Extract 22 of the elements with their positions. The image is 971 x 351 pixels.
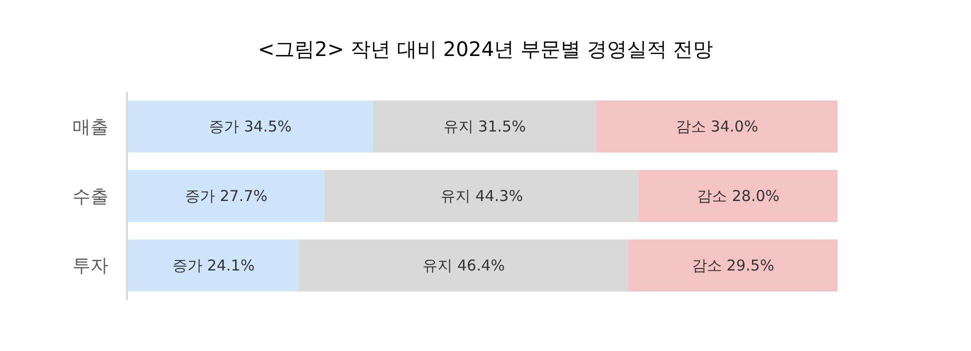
bar	[128, 239, 300, 292]
bar	[128, 170, 325, 222]
data-label: 감소 34.0%	[676, 118, 758, 136]
data-label: 증가 34.5%	[209, 118, 292, 136]
bar	[372, 100, 596, 153]
chart-title: <그림2> 작년 대비 2024년 부문별 경영실적 전망	[258, 37, 714, 62]
data-label: 감소 28.0%	[697, 187, 780, 205]
bar	[324, 170, 639, 222]
y-tick-label: 수출	[72, 186, 108, 208]
bar	[128, 100, 373, 153]
bar	[596, 100, 838, 153]
y-tick-label: 매출	[72, 116, 108, 138]
data-label: 유지 44.3%	[440, 187, 523, 205]
data-label: 증가 24.1%	[172, 256, 255, 274]
data-label: 유지 46.4%	[422, 256, 505, 274]
data-label: 증가 27.7%	[185, 187, 268, 205]
bar	[638, 170, 838, 222]
y-tick-label: 투자	[72, 256, 108, 277]
data-label: 유지 31.5%	[443, 118, 526, 136]
data-label: 감소 29.5%	[692, 256, 774, 274]
bar	[299, 239, 628, 292]
bar	[628, 239, 838, 292]
